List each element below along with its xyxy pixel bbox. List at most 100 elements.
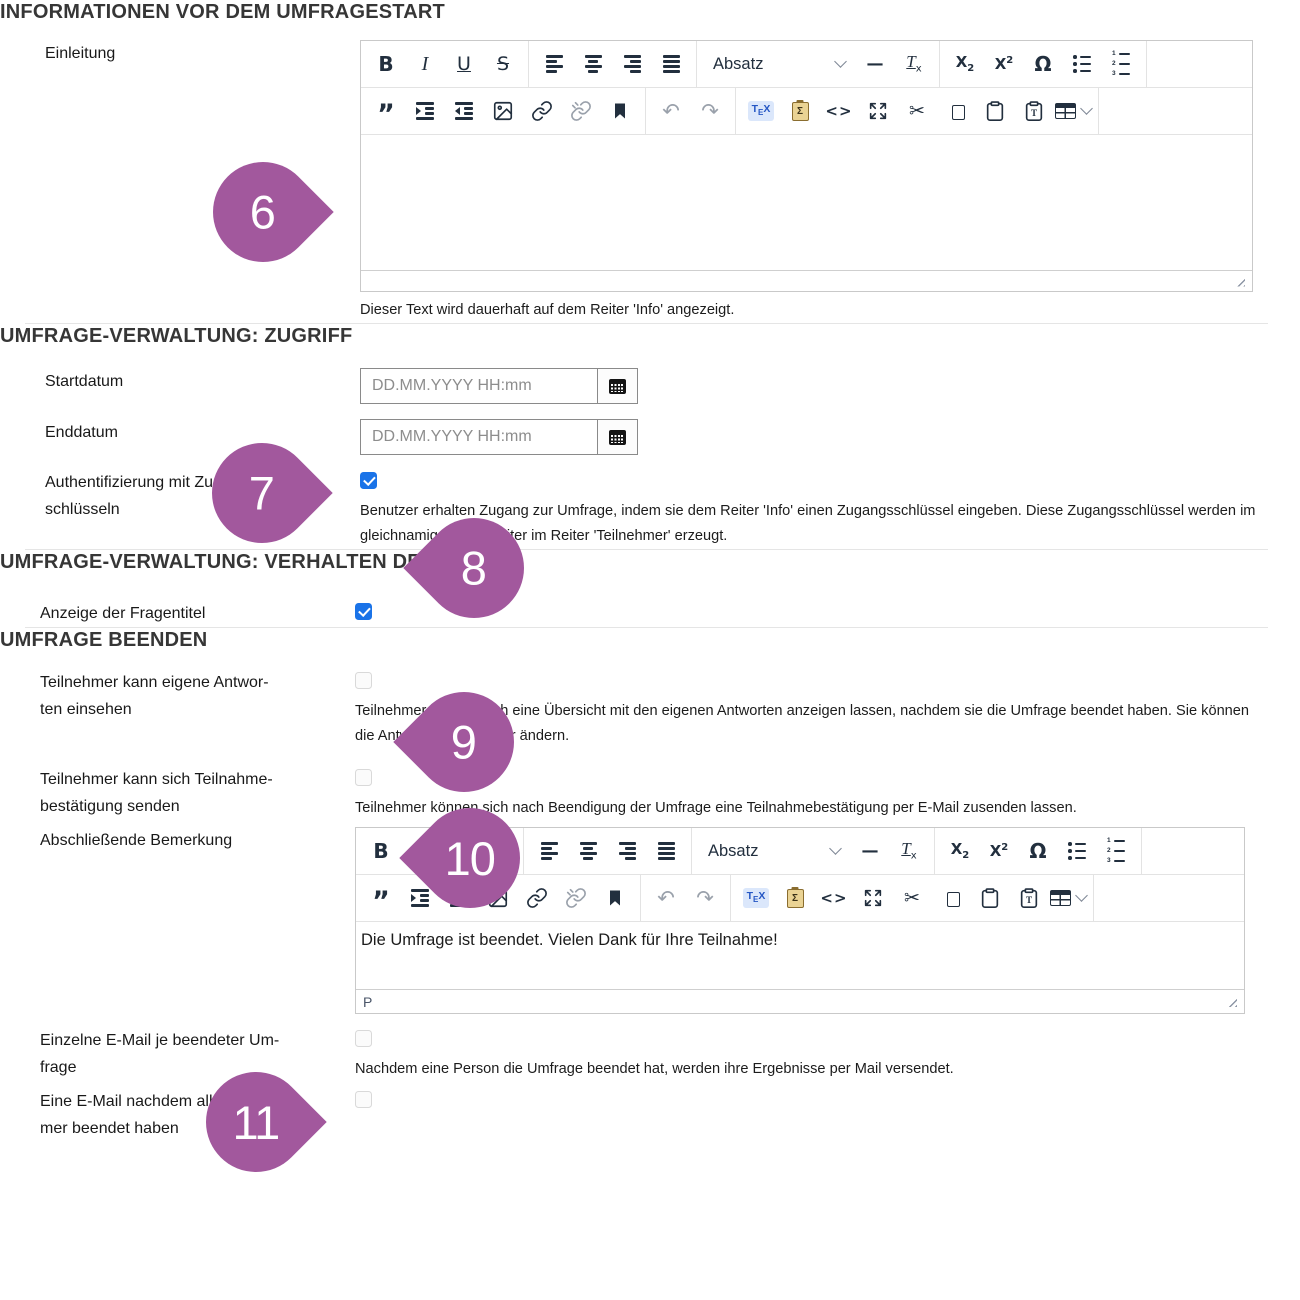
bookmark-icon[interactable] [597,880,633,916]
horizontal-rule-icon[interactable]: — [866,53,884,74]
enddatum-calendar-button[interactable] [598,419,638,455]
superscript-icon[interactable]: X2 [989,842,1009,860]
image-icon[interactable] [485,93,521,129]
paragraph-format-select[interactable]: Absatz [699,833,849,869]
paste-special-icon[interactable]: Σ [782,93,818,129]
indent-icon[interactable] [402,880,438,916]
link-icon[interactable] [524,93,560,129]
resize-handle-icon[interactable] [1226,996,1237,1007]
subscript-icon[interactable]: X2 [950,839,970,861]
underline-icon[interactable]: U [457,52,471,75]
einzelmail-label: Einzelne E-Mail je beendeter Um- frage [40,1032,280,1076]
indent-icon[interactable] [407,93,443,129]
bestaetigung-label: Teilnehmer kann sich Teilnahme- bestätig… [40,771,273,815]
bemerkung-editor-content[interactable]: Die Umfrage ist beendet. Vielen Dank für… [356,922,1244,990]
calendar-icon [609,378,626,394]
blockquote-icon[interactable]: ” [377,99,395,131]
cut-icon[interactable]: ✂ [909,99,925,122]
italic-icon[interactable]: I [421,53,429,75]
blockquote-icon[interactable]: ” [372,886,390,918]
redo-icon[interactable]: ↷ [701,98,719,123]
antworten-label: Teilnehmer kann eigene Antwor- ten einse… [40,674,269,718]
clear-formatting-icon[interactable]: Tx [901,839,917,862]
align-right-icon[interactable] [614,46,650,82]
antworten-checkbox[interactable] [355,672,372,689]
align-center-icon[interactable] [575,46,611,82]
toolbar-group: ↶ ↷ [646,88,736,134]
bullet-list-icon[interactable] [1064,46,1100,82]
tex-icon[interactable]: TEX [738,880,774,916]
align-right-icon[interactable] [609,833,645,869]
section-divider [25,549,1268,550]
bestaetigung-help: Teilnehmer können sich nach Beendigung d… [355,800,1077,816]
align-center-icon[interactable] [570,833,606,869]
einleitung-editor-content[interactable] [361,135,1252,271]
undo-icon[interactable]: ↶ [662,98,680,123]
antworten-row: Teilnehmer kann eigene Antwor- ten einse… [0,669,1300,749]
svg-text:T: T [1031,108,1037,118]
special-character-icon[interactable]: Ω [1034,52,1052,76]
bemerkung-label: Abschließende Bemerkung [40,832,233,849]
einleitung-help: Dieser Text wird dauerhaft auf dem Reite… [360,302,735,318]
bold-icon[interactable]: B [378,52,394,76]
subscript-icon[interactable]: X2 [955,52,975,74]
enddatum-input[interactable] [360,419,598,455]
source-code-icon[interactable]: <> [825,101,853,120]
align-justify-icon[interactable] [648,833,684,869]
copy-icon[interactable] [933,880,969,916]
paste-icon[interactable] [972,880,1008,916]
sammelmail-checkbox[interactable] [355,1091,372,1108]
bold-icon[interactable]: B [373,839,389,863]
paste-special-icon[interactable]: Σ [777,880,813,916]
einzelmail-checkbox[interactable] [355,1030,372,1047]
startdatum-input[interactable] [360,368,598,404]
unlink-icon[interactable] [558,880,594,916]
align-justify-icon[interactable] [653,46,689,82]
strikethrough-icon[interactable]: S [496,52,510,75]
superscript-icon[interactable]: X2 [994,55,1014,73]
startdatum-calendar-button[interactable] [598,368,638,404]
toolbar-group: X2 X2 Ω 1 2 3 [940,41,1147,87]
unlink-icon[interactable] [563,93,599,129]
paste-icon[interactable] [977,93,1013,129]
toolbar-group: TEX Σ <> ✂ T [731,875,1094,921]
toolbar-group [529,41,697,87]
redo-icon[interactable]: ↷ [696,885,714,910]
fullscreen-icon[interactable] [855,880,891,916]
bookmark-icon[interactable] [602,93,638,129]
bullet-list-icon[interactable] [1059,833,1095,869]
source-code-icon[interactable]: <> [820,888,848,907]
svg-text:T: T [1026,895,1032,905]
auth-row: Authentifizierung mit Zugangs- schlüssel… [0,469,1300,549]
resize-handle-icon[interactable] [1234,275,1245,287]
fullscreen-icon[interactable] [860,93,896,129]
clear-formatting-icon[interactable]: Tx [906,52,922,75]
paste-text-icon[interactable]: T [1016,93,1052,129]
special-character-icon[interactable]: Ω [1029,839,1047,863]
marker-number: 10 [444,831,496,885]
table-icon[interactable] [1055,93,1093,129]
undo-icon[interactable]: ↶ [657,885,675,910]
copy-icon[interactable] [938,93,974,129]
bestaetigung-checkbox[interactable] [355,769,372,786]
section-heading-info: INFORMATIONEN VOR DEM UMFRAGESTART [0,1,445,23]
fragentitel-checkbox[interactable] [355,603,372,620]
cut-icon[interactable]: ✂ [904,886,920,909]
tex-icon[interactable]: TEX [743,93,779,129]
link-icon[interactable] [519,880,555,916]
paragraph-format-select[interactable]: Absatz [704,46,854,82]
align-left-icon[interactable] [536,46,572,82]
horizontal-rule-icon[interactable]: — [861,840,879,861]
table-icon[interactable] [1050,880,1088,916]
fragentitel-row: Anzeige der Fragentitel [0,600,1300,627]
align-left-icon[interactable] [531,833,567,869]
section-heading-beenden: UMFRAGE BEENDEN [0,629,208,651]
paste-text-icon[interactable]: T [1011,880,1047,916]
auth-checkbox[interactable] [360,472,377,489]
outdent-icon[interactable] [446,93,482,129]
